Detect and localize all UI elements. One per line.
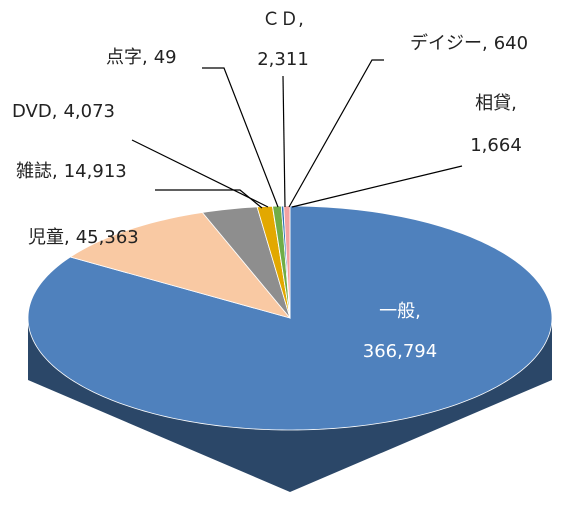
category-name: 相貸 xyxy=(475,93,511,114)
category-name: ＣＤ xyxy=(262,9,298,30)
data-label: 366,794 xyxy=(363,341,437,362)
slice xyxy=(201,206,291,319)
label-separator: , xyxy=(298,9,304,30)
value-label: 45,363 xyxy=(76,227,139,248)
category-name: デイジー xyxy=(410,33,482,54)
leader-line xyxy=(131,139,269,208)
label-separator: , xyxy=(52,161,58,182)
data-label: DVD, 4,073 xyxy=(12,101,115,122)
data-label: デイジー, 640 xyxy=(410,33,528,54)
data-label: 2,311 xyxy=(257,49,309,70)
data-label: 雑誌, 14,913 xyxy=(16,161,127,182)
leader-line xyxy=(291,165,463,208)
label-separator: , xyxy=(511,93,517,114)
leader-line xyxy=(288,59,384,208)
data-label: 点字, 49 xyxy=(106,47,177,68)
category-name: 雑誌 xyxy=(16,161,52,182)
data-label: 一般, xyxy=(379,301,421,322)
label-separator: , xyxy=(482,33,488,54)
category-name: 児童 xyxy=(28,227,64,248)
leader-line xyxy=(202,67,279,208)
slice xyxy=(69,212,292,319)
value-label: 14,913 xyxy=(64,161,127,182)
category-name: DVD xyxy=(12,101,52,122)
category-name: 一般 xyxy=(379,301,415,322)
data-label: 1,664 xyxy=(470,135,522,156)
leader-line xyxy=(155,189,263,209)
category-name: 点字 xyxy=(106,47,142,68)
slice xyxy=(283,205,291,319)
data-label: 児童, 45,363 xyxy=(28,227,139,248)
label-separator: , xyxy=(52,101,58,122)
label-separator: , xyxy=(64,227,70,248)
data-label: 相貸, xyxy=(475,93,517,114)
data-label: ＣＤ, xyxy=(262,9,304,30)
leader-line xyxy=(282,75,286,208)
value-label: 640 xyxy=(494,33,528,54)
value-label: 4,073 xyxy=(63,101,115,122)
slice-side xyxy=(28,318,552,492)
label-separator: , xyxy=(415,301,421,322)
value-label: 49 xyxy=(154,47,177,68)
label-separator: , xyxy=(142,47,148,68)
